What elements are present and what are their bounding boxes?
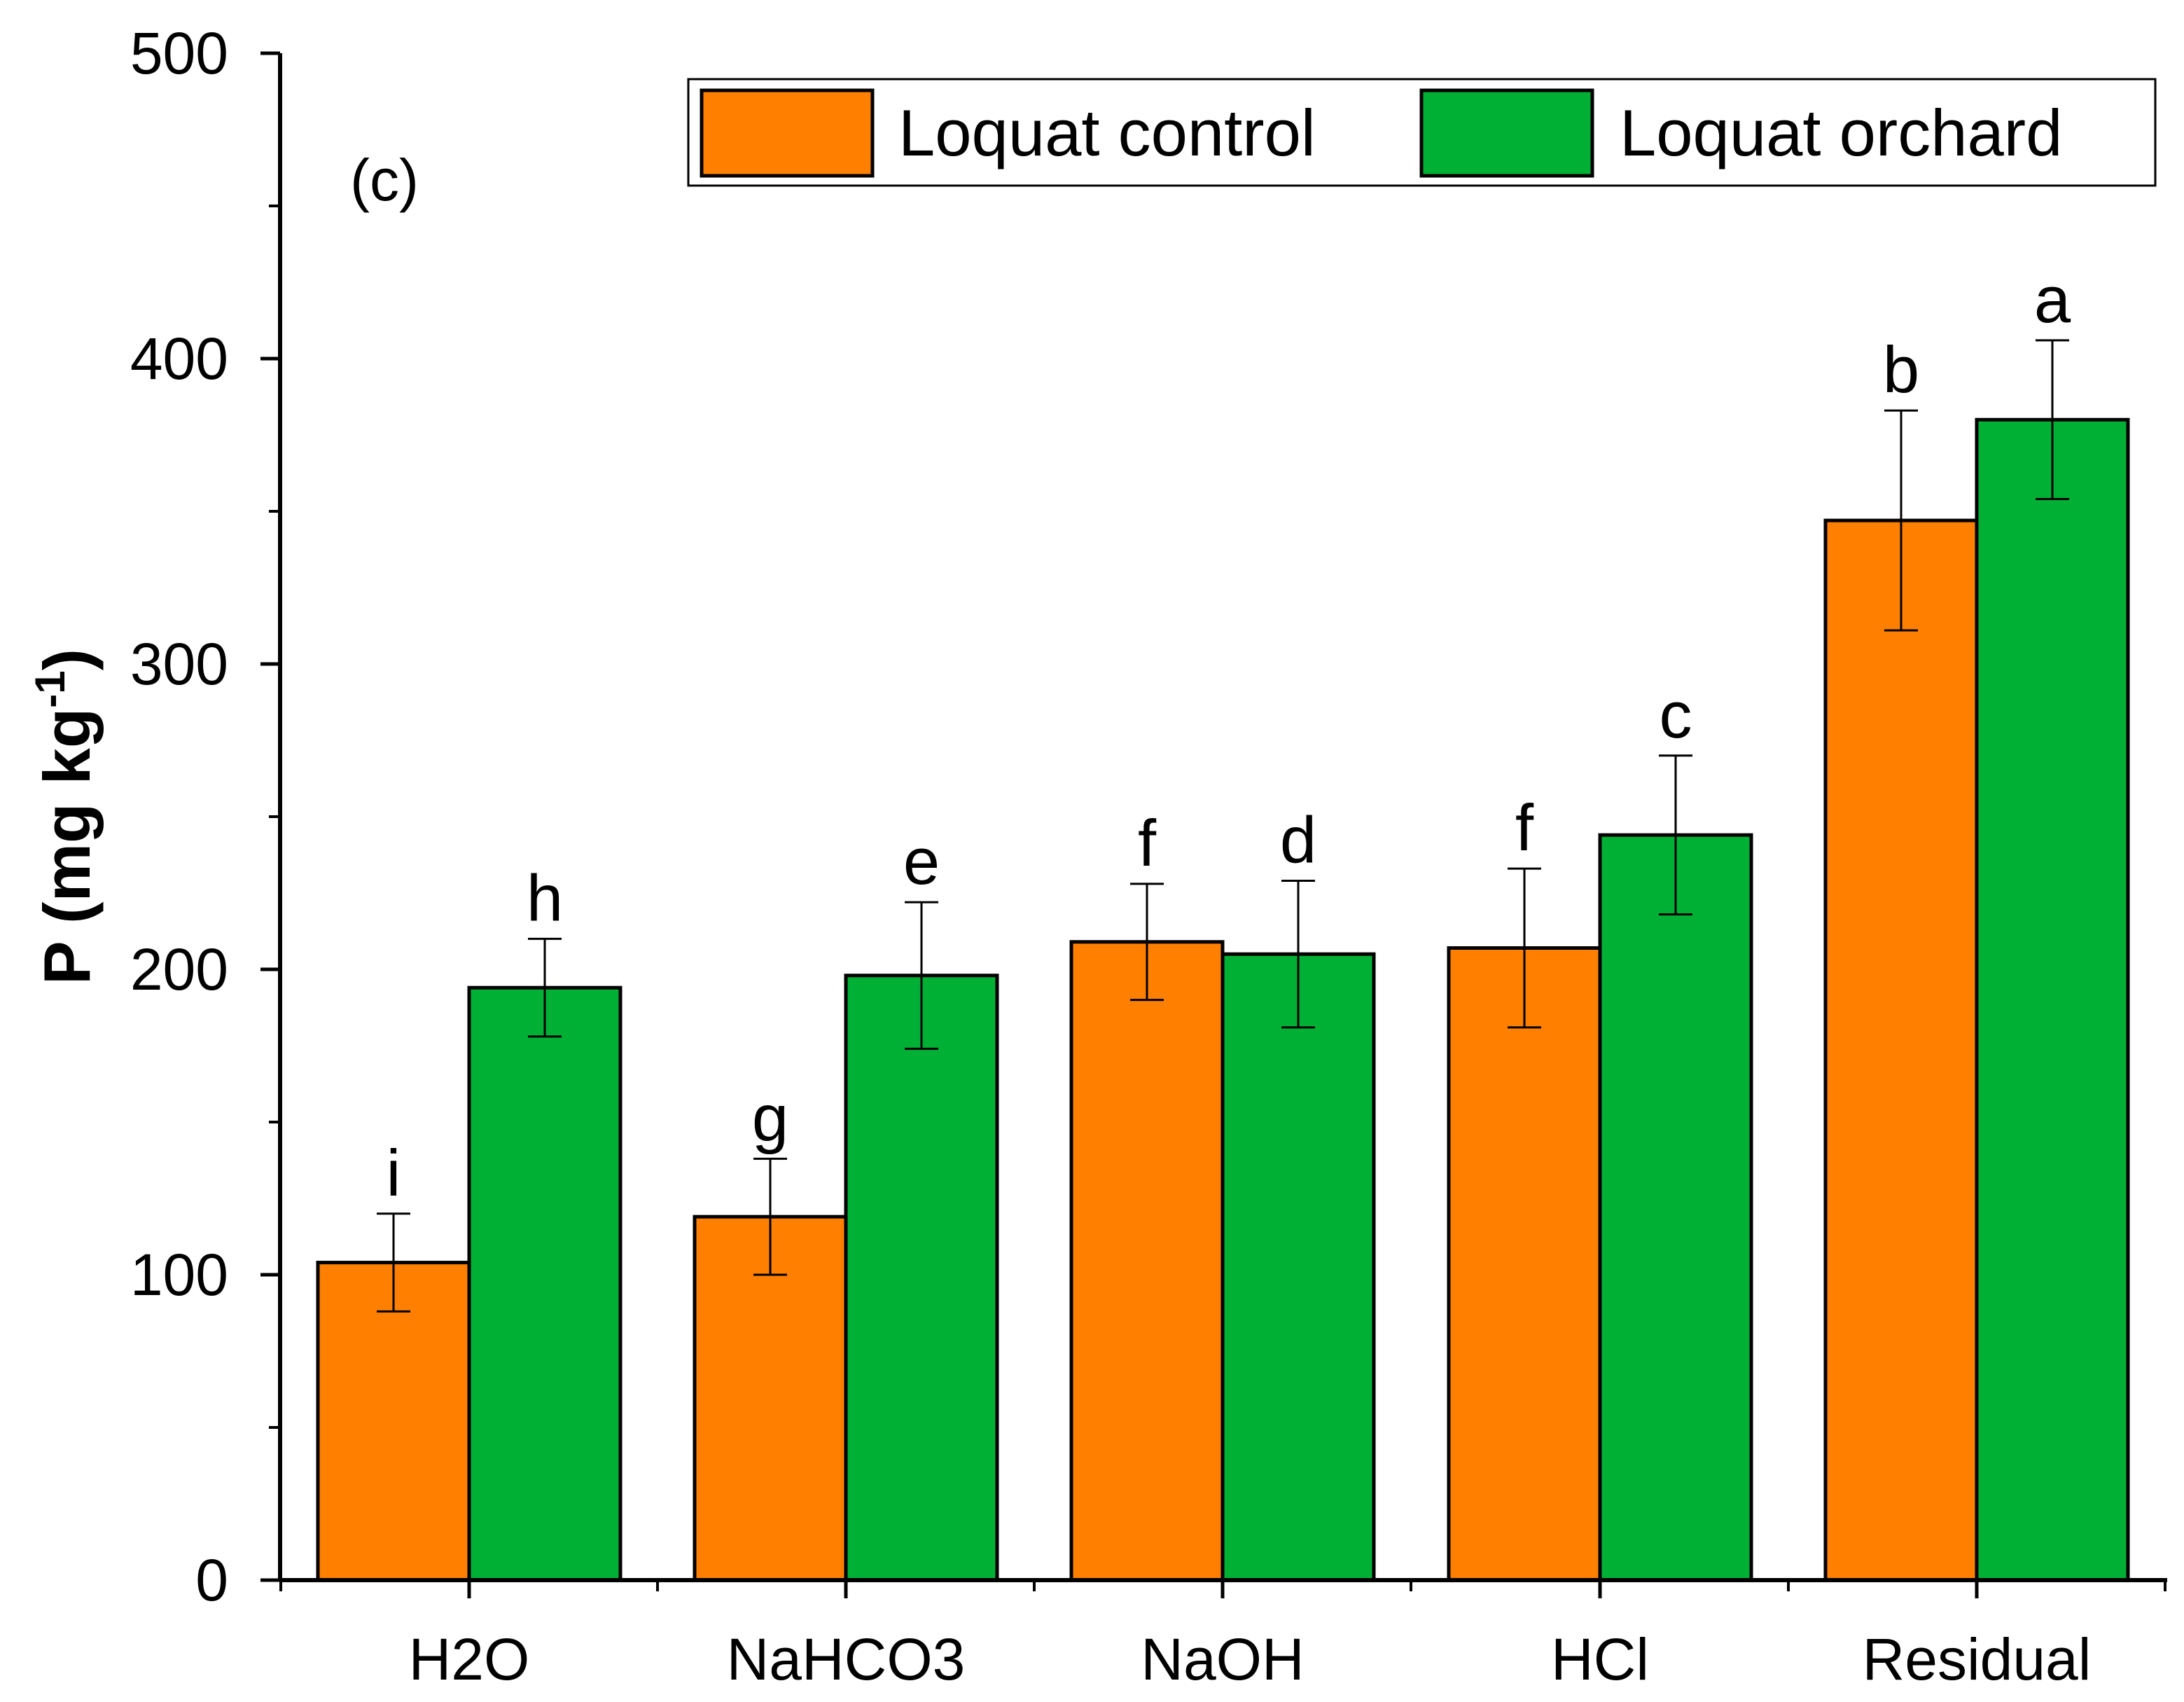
error-bars-layer [377,339,2069,1313]
bar-loquat-orchard-nahco3 [844,974,999,1582]
legend-label-loquat-control: Loquat control [898,96,1316,169]
y-tick-label-0: 0 [195,1547,228,1613]
bar-loquat-control-residual [1823,518,1979,1582]
y-tick-label-300: 300 [130,631,228,697]
x-tick-label-nahco3: NaHCO3 [727,1626,966,1692]
x-tick-label-naoh: NaOH [1141,1626,1304,1692]
bar-loquat-orchard-hcl [1598,833,1753,1582]
significance-letter-loquat-control-naoh: f [1138,806,1157,880]
y-axis-title-main: P (mg kg [30,708,104,985]
bar-loquat-orchard-h2o [467,985,622,1582]
bar-loquat-orchard-naoh [1220,952,1376,1582]
significance-letter-loquat-orchard-residual: a [2034,263,2071,336]
error-bar-loquat-orchard-nahco3 [905,901,938,1050]
bar-loquat-control-naoh [1069,940,1225,1582]
significance-letter-loquat-control-hcl: f [1515,791,1534,864]
error-bar-loquat-control-hcl [1508,867,1541,1029]
significance-letter-loquat-orchard-naoh: d [1280,803,1316,877]
legend: Loquat control Loquat orchard [687,78,2157,187]
y-axis-title: P (mg kg-1) [27,649,104,985]
panel-label: (c) [350,147,419,213]
x-tick-label-h2o: H2O [409,1626,530,1692]
legend-swatch-loquat-orchard [1419,88,1594,178]
bar-loquat-orchard-residual [1975,417,2130,1582]
error-bar-loquat-orchard-naoh [1281,880,1315,1029]
x-tick-label-hcl: HCl [1551,1626,1649,1692]
x-tick-label-residual: Residual [1863,1626,2092,1692]
y-tick-label-500: 500 [130,20,228,86]
significance-letter-loquat-control-nahco3: g [752,1081,788,1154]
bar-loquat-control-hcl [1447,946,1602,1582]
y-axis-title-superscript: -1 [27,670,74,707]
y-tick-label-400: 400 [130,326,228,392]
y-tick-label-200: 200 [130,936,228,1002]
significance-letters-layer: i h g e f d f c b a [387,263,2071,1210]
significance-letter-loquat-control-h2o: i [387,1136,401,1210]
y-tick-label-100: 100 [130,1242,228,1308]
error-bar-loquat-control-nahco3 [753,1157,787,1276]
error-bar-loquat-orchard-h2o [528,937,562,1038]
significance-letter-loquat-orchard-nahco3: e [903,824,940,898]
bars-layer [316,417,2130,1582]
significance-letter-loquat-orchard-h2o: h [527,861,563,934]
error-bar-loquat-orchard-residual [2036,339,2069,501]
error-bar-loquat-control-naoh [1130,883,1164,1002]
legend-label-loquat-orchard: Loquat orchard [1620,96,2062,169]
significance-letter-loquat-orchard-hcl: c [1660,678,1692,752]
y-axis-title-close: ) [30,649,104,670]
bar-loquat-control-h2o [316,1261,471,1582]
legend-swatch-loquat-control [700,88,875,178]
significance-letter-loquat-control-residual: b [1883,333,1919,406]
error-bar-loquat-control-residual [1884,409,1918,632]
ticks-layer: H2O NaHCO3 NaOH HCl Residual 0 100 200 300 400 500 [130,20,2166,1692]
bar-loquat-control-nahco3 [693,1215,848,1582]
error-bar-loquat-control-h2o [377,1212,410,1313]
error-bar-loquat-orchard-hcl [1659,754,1692,916]
